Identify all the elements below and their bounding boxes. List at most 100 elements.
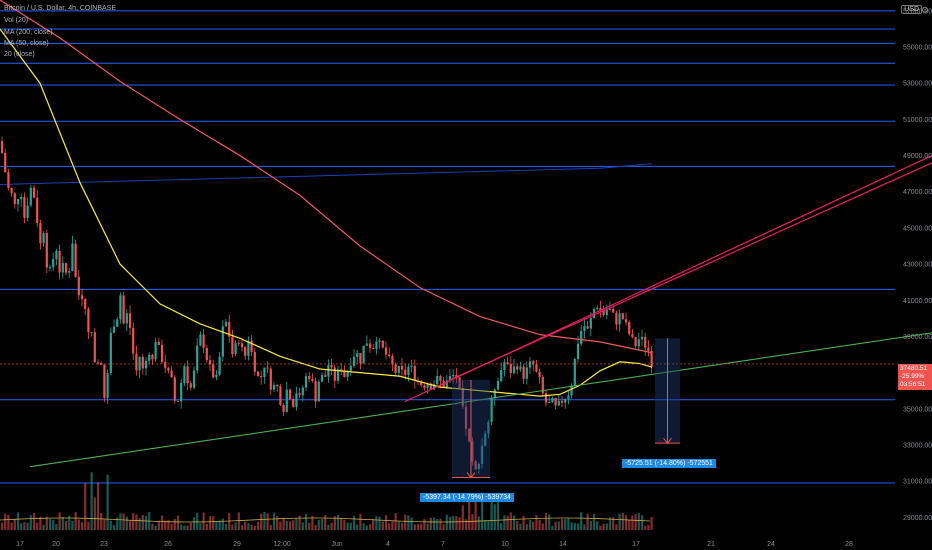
candle-body <box>39 223 42 244</box>
ma200-line <box>0 0 653 354</box>
volume-bar <box>199 523 202 530</box>
volume-bar <box>596 521 599 530</box>
volume-bar <box>615 524 618 530</box>
candles <box>0 136 653 475</box>
volume-bar <box>276 516 279 530</box>
x-tick-label: 4 <box>386 541 390 548</box>
volume-bar <box>484 519 487 530</box>
candle-body <box>586 326 589 329</box>
candle-body <box>631 334 634 338</box>
candle-body <box>189 383 192 388</box>
volume-bar <box>500 523 503 530</box>
candle-body <box>52 259 55 268</box>
volume-bar <box>330 522 333 530</box>
candle-body <box>532 361 535 365</box>
x-tick-label: 21 <box>707 541 715 548</box>
x-tick-label: 20 <box>52 541 60 548</box>
y-axis: 29000.0031000.0033000.0035000.0037000.00… <box>903 8 932 521</box>
volume-bar <box>292 520 295 530</box>
candle-body <box>202 334 205 348</box>
volume-bar <box>516 521 519 530</box>
volume-bar <box>250 524 253 530</box>
volume-bar <box>119 513 122 530</box>
candle-body <box>573 359 576 386</box>
volume-bar <box>48 519 52 530</box>
candle-body <box>650 350 653 367</box>
measure-label-1: -5397.34 (-14.79%) -539734 <box>420 493 514 502</box>
volume-bar <box>407 515 410 530</box>
candle-body <box>231 336 234 355</box>
candle-body <box>544 393 548 403</box>
candle-body <box>605 309 608 315</box>
volume-bar <box>173 518 176 530</box>
ma50-label: MA (50, close) <box>4 40 49 47</box>
candle-body <box>196 345 199 371</box>
candle-body <box>644 336 647 348</box>
candle-body <box>173 377 176 401</box>
volume-bar <box>52 519 55 530</box>
y-tick-label: 31000.00 <box>903 479 932 486</box>
candle-body <box>285 389 288 412</box>
volume-bar <box>362 523 365 530</box>
volume-bar <box>346 522 349 530</box>
x-tick-label: 14 <box>559 541 567 548</box>
volume-bar <box>231 524 234 530</box>
volume-bar <box>29 515 32 530</box>
current-price-badge: 37480.51 -25.99% 03:56:51 <box>898 364 932 390</box>
candle-body <box>397 366 400 373</box>
volume-bar <box>160 515 164 530</box>
volume-bar <box>413 524 416 530</box>
volume-bar <box>138 518 141 530</box>
volume-bar <box>253 525 256 530</box>
candle-body <box>170 370 173 378</box>
volume-bar <box>327 524 330 530</box>
volume-bar <box>608 517 612 530</box>
volume-bar <box>570 522 573 530</box>
candle-body <box>324 375 327 377</box>
candle-body <box>151 354 154 360</box>
volume-bar <box>116 517 119 530</box>
candle-body <box>378 340 381 342</box>
volume-bar <box>208 516 212 530</box>
y-tick-label: 49000.00 <box>903 153 932 160</box>
candle-body <box>538 371 541 377</box>
volume-bar <box>525 524 528 530</box>
candle-body <box>413 365 416 381</box>
candle-body <box>244 347 247 356</box>
candle-body <box>340 369 343 371</box>
volume-bar <box>586 513 589 530</box>
volume-bar <box>487 520 490 530</box>
candle-body <box>45 233 48 268</box>
volume-bar <box>237 512 240 530</box>
candle-body <box>640 336 644 340</box>
candle-body <box>522 366 525 379</box>
volume-bar <box>564 519 567 530</box>
candle-body <box>541 376 544 394</box>
volume-bar <box>538 520 541 530</box>
measure-arrowhead <box>466 472 476 479</box>
volume-bar <box>170 523 173 530</box>
candle-body <box>116 319 119 327</box>
volume-bar <box>423 519 426 530</box>
volume-bar <box>84 483 87 530</box>
volume-bar <box>471 514 474 530</box>
candle-body <box>61 262 64 273</box>
volume-bar <box>244 521 247 530</box>
y-tick-label: 45000.00 <box>903 225 932 232</box>
y-tick-label: 35000.00 <box>903 406 932 413</box>
candle-body <box>48 267 52 269</box>
horizontal-levels <box>0 10 895 484</box>
candle-body <box>68 271 71 273</box>
gear-icon[interactable]: ⚙ <box>920 5 929 15</box>
candle-body <box>346 370 349 377</box>
volume-bar <box>151 523 154 530</box>
volume-bar <box>234 522 237 530</box>
x-tick-label: 7 <box>441 541 445 548</box>
candle-body <box>474 461 477 470</box>
currency-button[interactable]: USD <box>901 5 922 14</box>
candle-body <box>336 369 340 381</box>
candle-body <box>512 366 516 374</box>
candle-body <box>426 383 429 389</box>
candle-body <box>487 421 490 434</box>
